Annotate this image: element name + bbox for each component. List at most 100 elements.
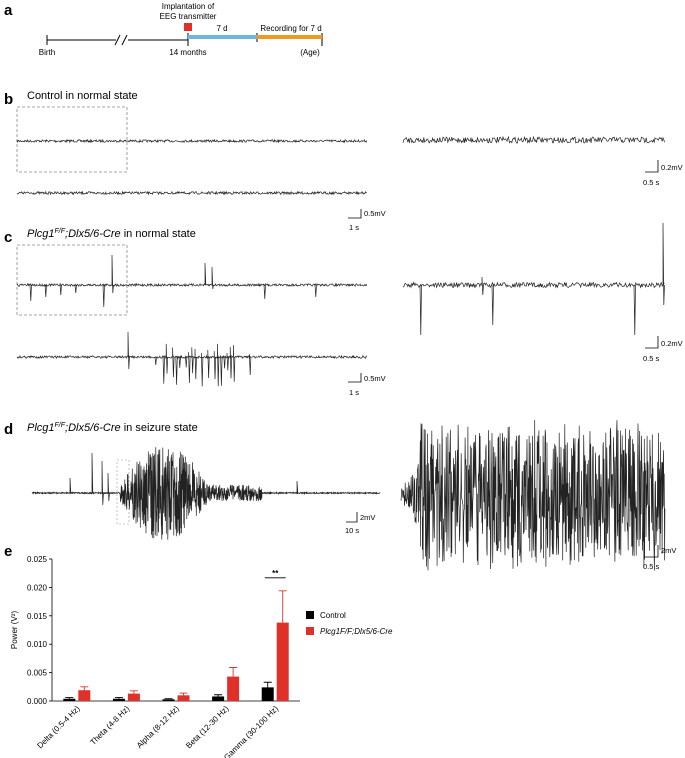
scale-text: 1 s xyxy=(349,223,359,232)
bar-chart: 0.000 0.005 0.010 0.015 0.020 0.025 Delta (0.5… xyxy=(27,555,393,758)
panel-title: Plcg1F/F;Dlx5/6-Cre in seizure state xyxy=(27,422,198,434)
x-tick-label: Alpha (8-12 Hz) xyxy=(135,704,181,750)
x-tick-label: Gamma (30-100 Hz) xyxy=(222,704,280,758)
scale-bar xyxy=(348,209,362,219)
spike xyxy=(101,460,104,506)
bar xyxy=(78,690,91,701)
legend-label: Control xyxy=(320,611,346,620)
bar xyxy=(261,687,274,701)
panel-label: e xyxy=(4,543,12,560)
y-axis-label: Power (V²) xyxy=(10,611,19,650)
panel-title: Plcg1F/F;Dlx5/6-Cre in normal state xyxy=(27,228,196,240)
spike xyxy=(211,266,214,290)
scale-bar xyxy=(645,160,659,173)
spike xyxy=(127,331,130,370)
eeg-trace xyxy=(16,190,367,196)
spike xyxy=(165,343,169,374)
spike xyxy=(204,262,207,286)
scale-text: 2mV xyxy=(360,513,375,522)
eeg-trace xyxy=(16,254,368,308)
recording-text: Recording for 7 d xyxy=(260,24,321,33)
scale-text: 2mV xyxy=(661,546,676,555)
x-tick-label: Theta (4-8 Hz) xyxy=(88,704,131,747)
spike xyxy=(44,284,47,298)
bar xyxy=(276,622,289,701)
error-bar xyxy=(214,694,223,697)
panel-title: Control in normal state xyxy=(27,90,138,102)
driver: ;Dlx5/6-Cre xyxy=(65,422,121,434)
scale-text: 1 s xyxy=(349,388,359,397)
scale-text: 0.5 s xyxy=(643,178,660,187)
scale-bar xyxy=(348,373,362,383)
scale-bar xyxy=(346,512,358,523)
scale-text: 10 s xyxy=(345,526,359,535)
spike xyxy=(226,353,229,371)
panel-label: a xyxy=(4,2,13,19)
spike xyxy=(296,480,299,494)
error-bar xyxy=(278,590,287,623)
bar xyxy=(63,698,76,701)
break-gap xyxy=(116,35,128,45)
scale-bar xyxy=(645,545,659,558)
error-bar xyxy=(114,697,123,699)
trace-path xyxy=(31,447,381,540)
spike xyxy=(491,284,494,326)
spike xyxy=(263,284,266,300)
eeg-trace xyxy=(400,419,666,571)
spike xyxy=(217,343,220,387)
age-text: 14 months xyxy=(169,48,206,57)
spike xyxy=(633,284,636,336)
trace-path xyxy=(16,282,368,288)
trace-path xyxy=(400,419,666,571)
y-tick-label: 0.005 xyxy=(27,669,48,678)
significance-text: ** xyxy=(272,569,279,578)
gene: Plcg1 xyxy=(27,422,55,434)
spike xyxy=(233,345,236,382)
panel-label: d xyxy=(4,421,13,438)
spike xyxy=(314,284,317,298)
x-tick-label: Beta (12-30 Hz) xyxy=(184,704,231,751)
state: in seizure state xyxy=(121,422,198,434)
spike xyxy=(178,356,181,368)
spike xyxy=(229,347,233,379)
bar xyxy=(162,699,175,701)
trace-path xyxy=(402,281,665,289)
spike xyxy=(201,352,204,387)
bar xyxy=(112,698,125,701)
y-tick-label: 0.000 xyxy=(27,697,48,706)
error-bar xyxy=(263,681,272,688)
allele: F/F xyxy=(55,228,66,235)
spike xyxy=(223,355,226,369)
bar xyxy=(227,676,240,701)
eeg-trace xyxy=(16,331,368,387)
eeg-trace xyxy=(31,447,381,540)
spike xyxy=(29,284,32,302)
bar xyxy=(177,695,190,701)
spike xyxy=(213,351,217,380)
error-bar xyxy=(80,686,89,691)
bar xyxy=(212,696,225,701)
scale-bar xyxy=(645,336,659,349)
x-tick-label: Delta (0.5-4 Hz) xyxy=(35,704,82,751)
legend-label: Plcg1F/F;Dlx5/6-Cre xyxy=(320,627,393,636)
spike xyxy=(69,477,72,494)
spike xyxy=(74,284,77,294)
zoom-box xyxy=(16,106,128,173)
eeg-trace xyxy=(402,135,665,144)
spike xyxy=(481,276,484,296)
break-mark xyxy=(121,34,128,46)
trace-path xyxy=(16,138,368,144)
error-bar xyxy=(164,698,173,700)
y-tick-label: 0.025 xyxy=(27,555,48,564)
error-bar xyxy=(179,692,188,696)
allele: F/F xyxy=(55,422,66,429)
error-bar xyxy=(65,697,74,699)
eeg-trace xyxy=(402,222,665,336)
scale-text: 0.5mV xyxy=(364,374,386,383)
error-bar xyxy=(229,667,238,677)
scale-text: 0.2mV xyxy=(661,339,683,348)
spike xyxy=(249,354,252,375)
legend-swatch xyxy=(306,627,314,635)
spike xyxy=(91,452,94,494)
